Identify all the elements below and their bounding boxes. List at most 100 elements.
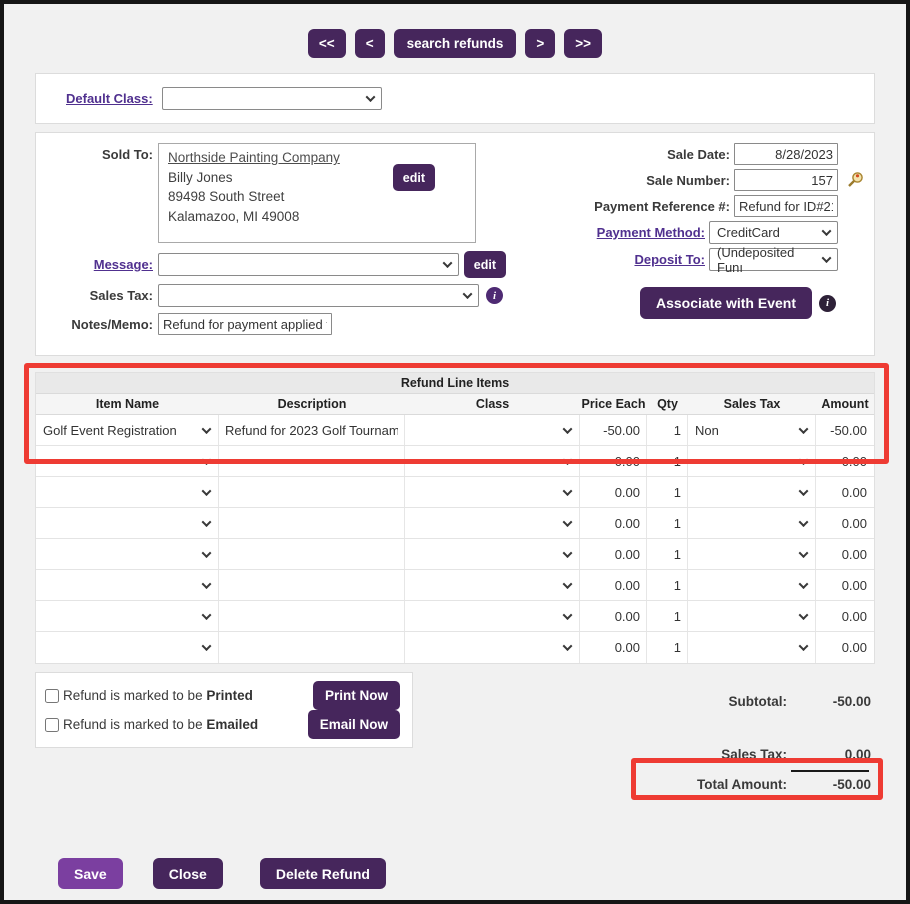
sales-tax-total-row: Sales Tax: 0.00 — [615, 747, 871, 762]
sales-tax-total-label: Sales Tax: — [721, 747, 787, 762]
delete-refund-button[interactable]: Delete Refund — [259, 858, 386, 889]
chevron-down-icon — [562, 516, 573, 527]
last-record-button[interactable]: >> — [564, 29, 603, 58]
qty-input[interactable] — [647, 477, 687, 507]
row-sales-tax-select[interactable]: Non — [688, 415, 816, 445]
payment-method-label[interactable]: Payment Method: — [596, 225, 705, 240]
qty-cell — [647, 508, 688, 538]
class-select[interactable] — [405, 415, 580, 445]
sale-number-input[interactable] — [734, 169, 838, 191]
amount-cell: 0.00 — [841, 453, 867, 469]
class-select[interactable] — [405, 601, 580, 631]
description-input[interactable] — [219, 632, 404, 663]
first-record-button[interactable]: << — [307, 29, 346, 58]
price-each-input[interactable] — [580, 415, 646, 445]
item-name-select[interactable] — [36, 477, 219, 507]
line-item-row: 0.00 — [36, 508, 874, 539]
item-name-select[interactable] — [36, 601, 219, 631]
amount-cell: -50.00 — [830, 422, 867, 438]
class-select[interactable] — [405, 632, 580, 663]
message-select[interactable] — [158, 253, 459, 276]
save-button[interactable]: Save — [58, 858, 123, 889]
qty-input[interactable] — [647, 601, 687, 631]
amount-cell: 0.00 — [841, 577, 867, 593]
price-each-input[interactable] — [580, 539, 646, 569]
email-now-button[interactable]: Email Now — [307, 710, 400, 739]
price-each-input[interactable] — [580, 477, 646, 507]
row-sales-tax-select[interactable] — [688, 570, 816, 600]
chevron-down-icon — [821, 226, 832, 237]
print-email-box: Refund is marked to be Printed Print Now… — [35, 672, 413, 748]
deposit-to-select[interactable]: (Undeposited Funı — [709, 245, 838, 275]
default-class-label: Default Class: — [66, 91, 153, 106]
qty-input[interactable] — [647, 570, 687, 600]
print-checkbox[interactable] — [45, 688, 59, 703]
qty-input[interactable] — [647, 508, 687, 538]
item-name-select[interactable] — [36, 446, 219, 476]
qty-input[interactable] — [647, 415, 687, 445]
edit-customer-button[interactable]: edit — [392, 164, 435, 191]
payment-method-select[interactable]: CreditCard — [709, 221, 838, 244]
description-input[interactable] — [219, 539, 404, 569]
price-each-input[interactable] — [580, 446, 646, 476]
qty-cell — [647, 477, 688, 507]
chevron-down-icon — [201, 423, 212, 434]
row-sales-tax-select[interactable] — [688, 477, 816, 507]
associate-with-event-button[interactable]: Associate with Event — [639, 287, 812, 319]
row-sales-tax-select[interactable] — [688, 539, 816, 569]
previous-record-button[interactable]: < — [354, 29, 385, 58]
close-button[interactable]: Close — [152, 858, 223, 889]
payment-reference-input[interactable] — [734, 195, 838, 217]
message-label[interactable]: Message: — [93, 257, 153, 272]
deposit-to-value: (Undeposited Funı — [717, 244, 795, 275]
class-select[interactable] — [405, 539, 580, 569]
customer-link[interactable]: Northside Painting Company — [168, 150, 340, 165]
item-name-select[interactable] — [36, 632, 219, 663]
chevron-down-icon — [821, 253, 832, 264]
item-name-select[interactable] — [36, 570, 219, 600]
qty-input[interactable] — [647, 539, 687, 569]
item-name-select[interactable] — [36, 539, 219, 569]
row-sales-tax-select[interactable] — [688, 632, 816, 663]
item-name-select[interactable]: Golf Event Registration — [36, 415, 219, 445]
description-input[interactable] — [219, 508, 404, 538]
class-select[interactable] — [405, 570, 580, 600]
row-sales-tax-select[interactable] — [688, 601, 816, 631]
sale-date-input[interactable] — [734, 143, 838, 165]
sales-tax-select[interactable] — [158, 284, 479, 307]
price-each-input[interactable] — [580, 632, 646, 663]
description-input[interactable] — [219, 477, 404, 507]
description-input[interactable] — [219, 570, 404, 600]
price-each-input[interactable] — [580, 570, 646, 600]
class-select[interactable] — [405, 446, 580, 476]
lookup-magnifier-icon[interactable] — [845, 171, 865, 194]
price-each-cell — [580, 508, 647, 538]
description-input[interactable] — [219, 446, 404, 476]
description-input[interactable] — [219, 415, 404, 445]
chevron-down-icon — [365, 92, 376, 103]
row-sales-tax-select[interactable] — [688, 446, 816, 476]
price-each-input[interactable] — [580, 601, 646, 631]
price-each-input[interactable] — [580, 508, 646, 538]
deposit-to-label[interactable]: Deposit To: — [634, 252, 705, 267]
edit-message-button[interactable]: edit — [463, 251, 506, 278]
row-sales-tax-select[interactable] — [688, 508, 816, 538]
email-checkbox[interactable] — [45, 717, 59, 732]
chevron-down-icon — [562, 547, 573, 558]
sales-tax-info-icon[interactable]: i — [486, 287, 503, 304]
qty-input[interactable] — [647, 632, 687, 663]
description-input[interactable] — [219, 601, 404, 631]
total-amount-label: Total Amount: — [697, 777, 787, 792]
customer-contact: Billy Jones — [168, 169, 233, 185]
notes-memo-input[interactable] — [158, 313, 332, 335]
class-select[interactable] — [405, 477, 580, 507]
item-name-select[interactable] — [36, 508, 219, 538]
default-class-select[interactable] — [161, 87, 382, 110]
next-record-button[interactable]: > — [525, 29, 556, 58]
class-select[interactable] — [405, 508, 580, 538]
search-refunds-button[interactable]: search refunds — [393, 29, 517, 58]
print-now-button[interactable]: Print Now — [313, 681, 400, 710]
qty-input[interactable] — [647, 446, 687, 476]
associate-info-icon[interactable]: i — [819, 294, 836, 312]
subtotal-row: Subtotal: -50.00 — [615, 694, 872, 709]
